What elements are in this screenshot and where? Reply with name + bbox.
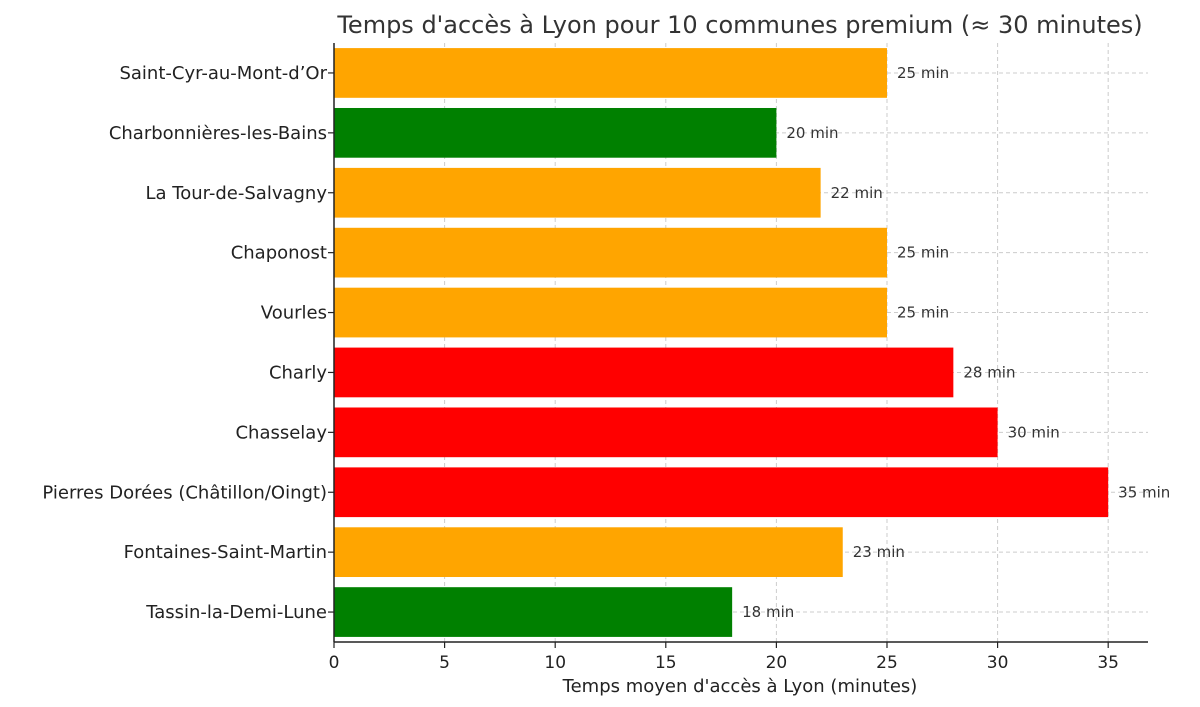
x-axis-ticks: 0 5 10 15 20 25 30 35 — [328, 72, 1119, 673]
category-label: Chaponost — [231, 243, 327, 264]
bar — [334, 227, 887, 278]
bar — [334, 107, 777, 158]
bar — [334, 347, 954, 398]
data-label: 25 min — [897, 64, 949, 82]
x-tick-label: 30 — [987, 653, 1009, 673]
x-tick-label: 10 — [544, 653, 566, 673]
data-label: 22 min — [831, 184, 883, 202]
data-label: 28 min — [963, 363, 1015, 381]
category-label: Charly — [269, 362, 327, 383]
x-tick-label: 20 — [766, 653, 788, 673]
category-label: Vourles — [261, 303, 327, 324]
category-label: Charbonnières-les-Bains — [109, 123, 327, 144]
category-label: Pierres Dorées (Châtillon/Oingt) — [42, 482, 327, 503]
data-label: 18 min — [742, 603, 794, 621]
x-tick-label: 35 — [1097, 653, 1119, 673]
bars — [334, 48, 1109, 637]
bar — [334, 48, 887, 98]
category-labels: Saint-Cyr-au-Mont-d’Or Charbonnières-les-… — [42, 63, 327, 623]
category-label: La Tour-de-Salvagny — [145, 183, 327, 204]
x-tick-label: 25 — [876, 653, 898, 673]
category-label: Fontaines-Saint-Martin — [124, 542, 327, 563]
data-labels: 25 min 20 min 22 min 25 min 25 min 28 min 30 m… — [742, 64, 1170, 621]
bar — [334, 527, 843, 578]
x-tick-label: 0 — [329, 653, 340, 673]
category-label: Tassin-la-Demi-Lune — [145, 602, 327, 623]
category-label: Chasselay — [235, 422, 327, 443]
category-label: Saint-Cyr-au-Mont-d’Or — [119, 63, 327, 84]
x-tick-label: 15 — [655, 653, 677, 673]
bar — [334, 467, 1109, 518]
data-label: 25 min — [897, 304, 949, 322]
bar — [334, 587, 733, 637]
data-label: 30 min — [1008, 423, 1060, 441]
chart-title: Temps d'accès à Lyon pour 10 communes pr… — [336, 11, 1142, 39]
bar — [334, 287, 887, 338]
data-label: 20 min — [786, 124, 838, 142]
data-label: 35 min — [1118, 483, 1170, 501]
bar — [334, 167, 821, 218]
x-axis-label: Temps moyen d'accès à Lyon (minutes) — [562, 676, 918, 697]
bar — [334, 407, 998, 458]
data-label: 25 min — [897, 244, 949, 262]
data-label: 23 min — [853, 543, 905, 561]
x-tick-label: 5 — [439, 653, 450, 673]
